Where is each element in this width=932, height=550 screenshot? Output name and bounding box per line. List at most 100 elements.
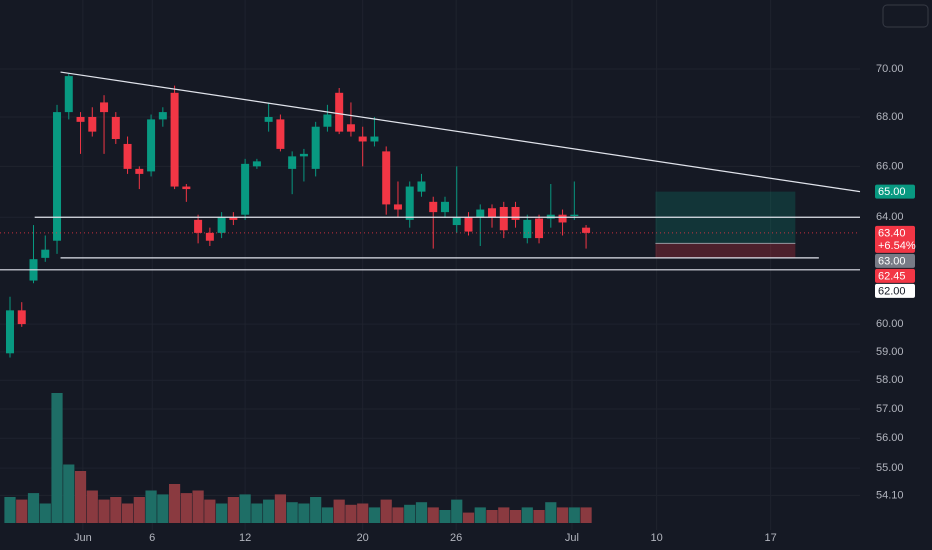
candle-body [41,249,50,258]
volume-bar [439,510,451,523]
y-tick-label: 56.00 [876,432,904,444]
candle-body [123,143,132,169]
y-tick-label: 59.00 [876,346,904,358]
y-tick-label: 58.00 [876,374,904,386]
candle-body [205,232,214,241]
candle-body [217,217,226,233]
volume-bar [168,484,181,523]
volume-bar [333,499,345,523]
price-label: 62.45 [878,270,906,282]
candle-body [511,206,520,220]
position-loss-zone [655,243,796,258]
candle-body [111,116,120,140]
y-tick-label: 70.00 [876,63,904,75]
volume-bar [216,503,228,523]
volume-bar [556,507,569,523]
candle-body [182,186,191,190]
candle-body [499,206,508,231]
volume-bar [204,499,216,523]
candle-body [288,156,297,169]
candle-body [147,119,156,172]
candle-body [558,214,567,223]
volume-bar [227,497,239,523]
candle-body [88,116,97,132]
candle-body [17,310,26,325]
candle-body [582,227,591,233]
candle-body [241,163,250,215]
volume-bar [451,499,463,523]
candle-body [335,92,344,132]
volume-bar [63,464,75,523]
volume-bar [310,497,322,523]
candle-body [170,92,179,187]
volume-bar [74,471,87,523]
volume-bar [321,507,334,523]
price-label: 62.00 [878,285,906,297]
candle-body [382,151,391,205]
price-label: 65.00 [878,186,906,198]
volume-bar [192,490,204,523]
volume-bar [16,499,28,523]
x-tick-label: 10 [650,532,662,544]
candle-body [64,76,73,113]
volume-bar [274,494,286,523]
volume-bar [157,494,169,523]
volume-bar [392,507,404,523]
y-tick-label: 66.00 [876,160,904,172]
volume-bar [462,512,475,523]
candle-body [476,209,485,218]
volume-bar [133,497,145,523]
candle-body [135,168,144,174]
volume-bar [286,502,298,523]
candle-body [429,201,438,213]
volume-bar [263,499,275,523]
y-tick-label: 64.00 [876,211,904,223]
candle-body [417,181,426,192]
candle-body [252,161,261,167]
y-tick-label: 55.00 [876,462,904,474]
price-label: 63.00 [878,255,906,267]
candle-body [229,217,238,220]
x-tick-label: 17 [765,532,777,544]
toolbar-button[interactable] [882,4,929,28]
volume-bar [86,490,98,523]
volume-bar [368,507,381,523]
trendline [60,71,861,193]
candle-body [53,112,62,241]
volume-bar [4,497,16,523]
candle-body [358,136,367,142]
price-change-label: +6.54% [878,240,916,252]
candle-body [370,136,379,142]
volume-bar [251,503,263,523]
volume-bar [98,499,110,523]
volume-bar [380,499,392,523]
candle-body [440,201,449,213]
candle-body [323,114,332,127]
price-label-box [875,253,915,268]
volume-bar [415,502,428,523]
volume-bar [110,497,122,523]
price-label-box [875,283,915,298]
volume-bar [51,393,63,523]
candle-body [393,204,402,210]
candle-body [346,124,355,132]
candle-body [464,217,473,232]
volume-bar [357,503,369,523]
volume-bar [568,507,580,523]
candle-body [523,219,532,239]
volume-bar [145,490,157,523]
candle-body [5,310,14,354]
y-tick-label: 54.10 [876,489,904,501]
volume-bar [404,504,416,523]
candle-body [76,116,85,122]
volume-bar [533,510,545,523]
volume-bar [580,507,592,523]
x-tick-label: 6 [149,532,155,544]
candle-body [311,126,320,169]
candle-body [276,119,285,149]
x-tick-label: 12 [239,532,251,544]
volume-bar [239,494,251,523]
volume-bar [486,510,498,523]
